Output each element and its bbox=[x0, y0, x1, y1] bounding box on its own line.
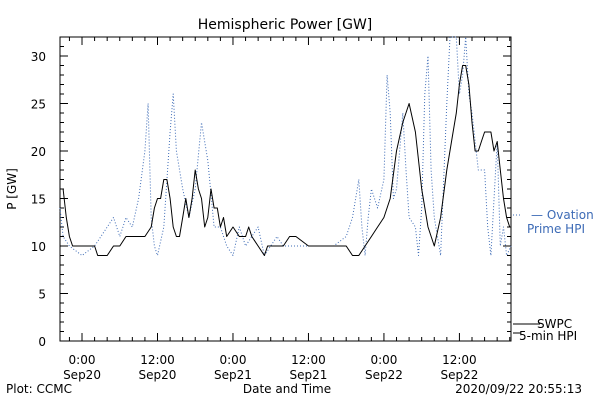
x-tick-label-time: 12:00 bbox=[140, 353, 175, 367]
x-axis: 0:00Sep2012:00Sep200:00Sep2112:00Sep210:… bbox=[63, 37, 511, 382]
legend: — Ovation Prime HPI SWPC 5-min HPI bbox=[513, 208, 594, 343]
x-tick-label-time: 0:00 bbox=[69, 353, 96, 367]
y-axis: 0 5 10 15 20 25 30 bbox=[31, 36, 511, 349]
x-axis-label: Date and Time bbox=[243, 382, 331, 396]
legend-ovation-line1: — Ovation bbox=[531, 208, 594, 222]
x-tick-label-time: 0:00 bbox=[220, 353, 247, 367]
plot-frame bbox=[59, 36, 512, 342]
legend-swpc-line1: SWPC bbox=[537, 317, 572, 331]
series-line-swpc bbox=[60, 65, 511, 256]
y-tick-label: 25 bbox=[31, 98, 46, 112]
series-line-ovation-prime bbox=[59, 36, 512, 256]
x-tick-label-date: Sep22 bbox=[440, 368, 478, 382]
legend-ovation-line2: Prime HPI bbox=[527, 222, 585, 236]
footer-left: Plot: CCMC bbox=[6, 382, 72, 396]
y-tick-label: 0 bbox=[38, 335, 46, 349]
x-tick-label-time: 12:00 bbox=[442, 353, 477, 367]
y-tick-label: 5 bbox=[38, 288, 46, 302]
chart-title: Hemispheric Power [GW] bbox=[198, 17, 373, 33]
x-tick-label-time: 12:00 bbox=[291, 353, 326, 367]
x-tick-label-date: Sep22 bbox=[365, 368, 403, 382]
x-tick-label-date: Sep20 bbox=[139, 368, 177, 382]
footer-right: 2020/09/22 20:55:13 bbox=[455, 382, 582, 396]
y-tick-label: 10 bbox=[31, 240, 46, 254]
x-tick-label-date: Sep20 bbox=[63, 368, 101, 382]
y-tick-label: 15 bbox=[31, 193, 46, 207]
x-tick-label-time: 0:00 bbox=[370, 353, 397, 367]
y-tick-label: 30 bbox=[31, 50, 46, 64]
y-axis-label: P [GW] bbox=[5, 168, 19, 210]
series-layer bbox=[59, 36, 512, 256]
x-tick-label-date: Sep21 bbox=[290, 368, 328, 382]
x-tick-label-date: Sep21 bbox=[214, 368, 252, 382]
legend-swpc-line2: 5-min HPI bbox=[519, 329, 577, 343]
y-tick-label: 20 bbox=[31, 145, 46, 159]
